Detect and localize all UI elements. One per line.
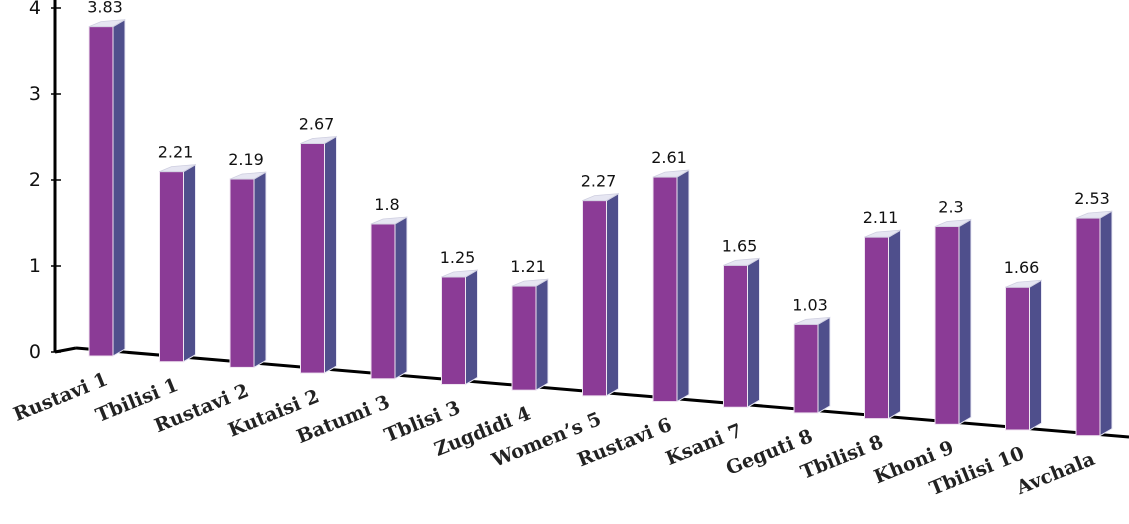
bar-group: 2.53 [1074, 189, 1113, 437]
bar [511, 285, 537, 391]
bars: 3.83 2.21 2.19 2.67 1.8 1.25 1.21 2.27 2.61 1.65 1… [87, 0, 1113, 437]
data-label: 3.83 [87, 0, 123, 17]
y-tick-label: 2 [29, 169, 41, 191]
bar-top [1005, 279, 1042, 288]
bar-side [183, 163, 196, 363]
bar-group: 1.8 [370, 195, 408, 380]
bar-group: 2.67 [299, 114, 337, 374]
bar-group: 2.21 [158, 143, 196, 363]
bar [582, 200, 607, 397]
data-label: 2.21 [158, 143, 194, 162]
y-axis-ticks: 0 1 2 3 4 [29, 0, 61, 363]
bar [1005, 286, 1030, 431]
bar [88, 26, 114, 357]
bar [793, 323, 819, 414]
bar-top [229, 171, 267, 180]
bar-side [958, 218, 972, 426]
y-tick-label: 4 [29, 0, 41, 19]
bar-group: 1.25 [440, 248, 478, 386]
x-tick-label: Rustavi 1 [10, 368, 110, 426]
data-label: 2.27 [581, 172, 617, 191]
bar-top [441, 269, 478, 278]
bar-side [888, 229, 901, 420]
y-tick-label: 3 [29, 83, 41, 105]
y-tick-label: 0 [29, 341, 41, 363]
x-tick-label: Avchala [1012, 448, 1097, 500]
bar-group: 1.66 [1004, 258, 1042, 431]
bar-side [324, 135, 337, 374]
bar-top [793, 316, 831, 325]
data-label: 1.03 [792, 295, 828, 314]
bar-side [253, 171, 267, 369]
bar-side [676, 169, 690, 403]
bar-side [606, 192, 619, 397]
bar-group: 2.3 [934, 198, 972, 426]
bar-top [300, 136, 337, 144]
bar-top [511, 278, 549, 287]
bar [652, 176, 678, 403]
bar-side [747, 257, 760, 409]
bar [441, 276, 466, 385]
bar [159, 171, 184, 363]
y-tick-label: 1 [29, 255, 41, 277]
bar-top [864, 229, 901, 238]
bar-top [88, 19, 126, 28]
bar-top [1075, 210, 1113, 219]
data-label: 1.66 [1004, 258, 1040, 277]
bar [300, 142, 325, 374]
bar-group: 2.61 [651, 148, 690, 403]
data-label: 2.61 [651, 148, 687, 167]
bar-group: 1.21 [510, 257, 549, 392]
bar-top [723, 257, 760, 266]
bar-side [394, 216, 408, 380]
bar-top [934, 219, 972, 227]
bar [370, 223, 396, 380]
bar-group: 3.83 [87, 0, 126, 357]
bar-side [112, 18, 126, 357]
bar-group: 2.11 [863, 208, 901, 420]
bar [723, 264, 748, 408]
bar [864, 236, 889, 420]
bar [934, 226, 960, 425]
bar-side [465, 269, 478, 386]
data-label: 2.67 [299, 114, 335, 133]
bar-group: 1.65 [722, 236, 760, 409]
data-label: 2.19 [228, 150, 264, 169]
data-label: 2.53 [1074, 189, 1110, 208]
bar-side [1029, 279, 1042, 431]
data-label: 1.65 [722, 236, 758, 255]
bar-top [159, 164, 196, 173]
bar [229, 178, 255, 368]
data-label: 1.8 [374, 195, 399, 214]
data-label: 2.11 [863, 208, 899, 227]
bar-side [1099, 210, 1113, 437]
data-label: 2.3 [938, 198, 963, 217]
bar-side [817, 316, 831, 414]
data-label: 1.25 [440, 248, 476, 267]
bar-top [652, 169, 690, 178]
bar-group: 2.27 [581, 172, 619, 397]
data-label: 1.21 [510, 257, 546, 276]
bar-top [582, 193, 619, 202]
bar-group: 2.19 [228, 150, 267, 369]
bar [1075, 217, 1101, 437]
bar-top [370, 216, 408, 225]
bar-side [535, 278, 549, 392]
bar-group: 1.03 [792, 295, 831, 414]
